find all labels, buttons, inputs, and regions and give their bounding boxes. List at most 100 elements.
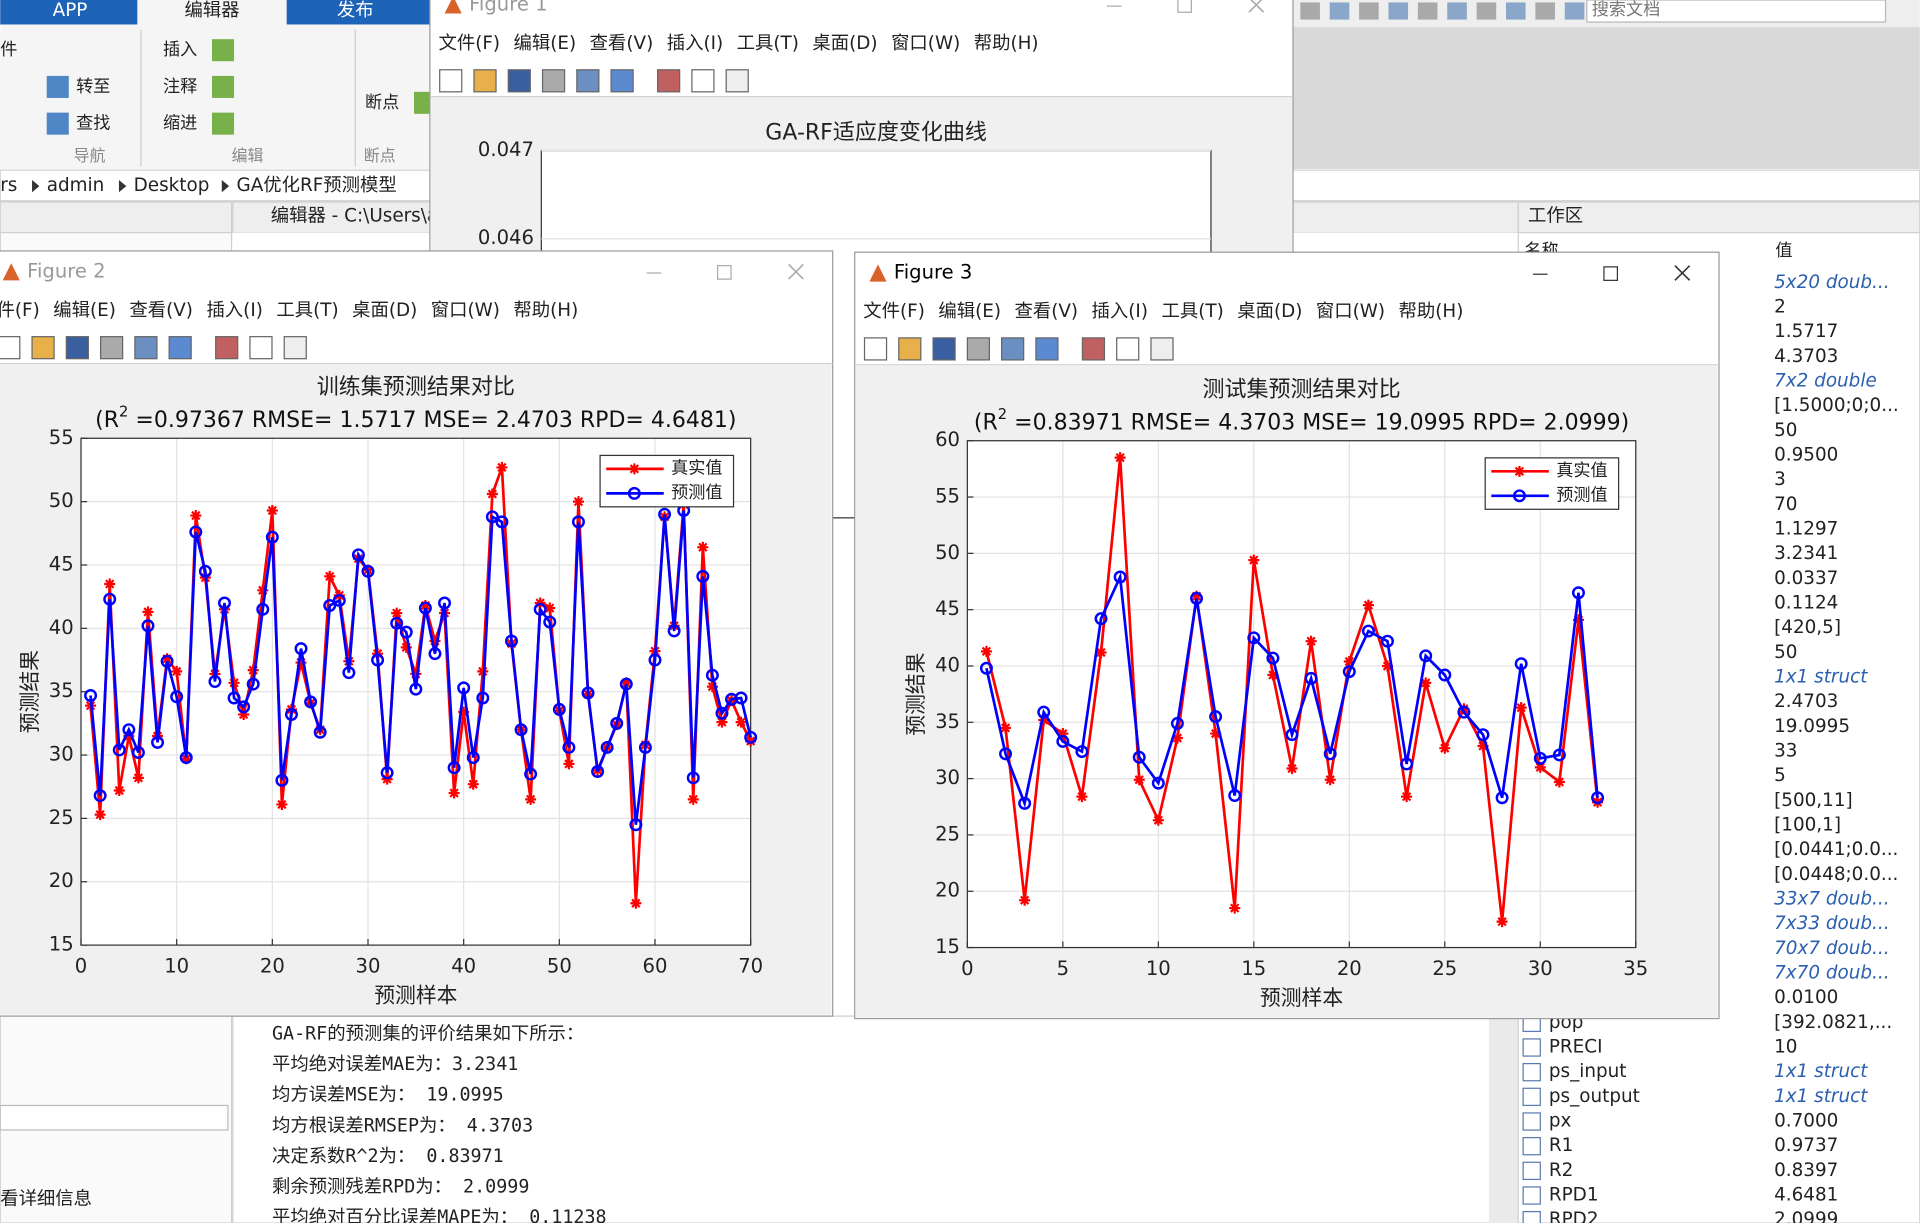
- marker-star: [324, 571, 335, 582]
- window-title: Figure 2: [27, 259, 105, 282]
- menu-item[interactable]: 窗口(W): [891, 33, 960, 54]
- marker-star: [114, 785, 125, 796]
- workspace-value: 1x1 struct: [1774, 1086, 1868, 1107]
- menu-item[interactable]: 帮助(H): [513, 300, 578, 321]
- tool-icon: [1117, 338, 1139, 360]
- command-line: 剩余预测残差RPD为： 2.0999: [272, 1176, 529, 1197]
- menu-item[interactable]: 桌面(D): [352, 300, 417, 321]
- menu-item[interactable]: 编辑(E): [53, 300, 116, 321]
- variable-icon: [1523, 1039, 1540, 1056]
- menu-item[interactable]: 插入(I): [667, 33, 723, 54]
- command-line: 均方根误差RMSEP为： 4.3703: [272, 1115, 533, 1136]
- subtitle-sup: 2: [998, 406, 1007, 423]
- breadcrumb[interactable]: Desktop: [134, 175, 210, 196]
- variable-icon: [1523, 1187, 1540, 1204]
- command-line: 均方误差MSE为： 19.0995: [272, 1085, 504, 1106]
- marker-star: [276, 799, 287, 810]
- menu-item[interactable]: 窗口(W): [431, 300, 500, 321]
- menu-item[interactable]: 帮助(H): [1399, 301, 1464, 322]
- menu-item[interactable]: 查看(V): [129, 300, 193, 321]
- breadcrumb[interactable]: rs: [0, 175, 17, 196]
- y-tick-label: 55: [935, 485, 960, 508]
- ribbon-button[interactable]: 查找: [76, 114, 110, 134]
- workspace-value: 0.9500: [1774, 444, 1838, 465]
- left-header: [0, 202, 231, 233]
- menu-item[interactable]: 窗口(W): [1316, 301, 1385, 322]
- ribbon-button[interactable]: 件: [0, 40, 17, 60]
- ribbon-button[interactable]: 断点: [365, 93, 399, 113]
- menu-item[interactable]: 文件(F): [863, 301, 925, 322]
- tool-icon: [577, 70, 599, 92]
- tool-icon: [865, 338, 887, 360]
- workspace-name[interactable]: px: [1549, 1111, 1572, 1132]
- menu-item[interactable]: 插入(I): [1092, 301, 1148, 322]
- left-panel-text[interactable]: 看详细信息: [0, 1189, 92, 1210]
- menu-item[interactable]: 查看(V): [590, 33, 654, 54]
- marker-star: [468, 779, 479, 790]
- menu-item[interactable]: 文件(F): [438, 33, 500, 54]
- menu-item[interactable]: 桌面(D): [812, 33, 877, 54]
- ribbon-button[interactable]: 插入: [163, 40, 197, 60]
- window-title: Figure 3: [894, 261, 972, 284]
- workspace-name[interactable]: RPD2: [1549, 1209, 1599, 1223]
- ribbon-tab[interactable]: APP: [53, 0, 88, 21]
- marker-star: [688, 794, 699, 805]
- tool-icon: [1036, 338, 1058, 360]
- x-tick-label: 50: [547, 955, 572, 978]
- tool-icon: [658, 70, 680, 92]
- workspace-value: 2.0999: [1774, 1209, 1838, 1223]
- ribbon-button[interactable]: 注释: [163, 77, 197, 97]
- variable-icon: [1523, 1113, 1540, 1130]
- ribbon-icon: [212, 76, 234, 98]
- toolbar-icon: [1418, 2, 1438, 19]
- toolbar-icon: [1330, 2, 1350, 19]
- ribbon-tab[interactable]: 编辑器: [184, 0, 239, 21]
- workspace-value: 19.0995: [1774, 716, 1850, 737]
- legend-entry: 真实值: [671, 458, 722, 478]
- workspace-name[interactable]: R2: [1549, 1160, 1573, 1181]
- y-tick-label: 55: [49, 426, 74, 449]
- menu-item[interactable]: 查看(V): [1014, 301, 1078, 322]
- y-axis-label: 预测结果: [18, 650, 42, 733]
- marker-star: [267, 505, 278, 516]
- window-title: Figure 1: [469, 0, 547, 15]
- menu-item[interactable]: 工具(T): [737, 33, 799, 54]
- figure-window: Figure 3 文件(F) 编辑(E) 查看(V) 插入(I) 工具(T) 桌面(D) 窗口…: [855, 252, 1719, 1018]
- menu-item[interactable]: 插入(I): [206, 300, 262, 321]
- tool-icon: [169, 337, 191, 359]
- workspace-value: 7x33 doub...: [1774, 913, 1889, 934]
- menu-item[interactable]: 帮助(H): [974, 33, 1039, 54]
- ribbon-tab[interactable]: 发布: [337, 0, 374, 21]
- y-tick-label: 30: [935, 766, 960, 789]
- menu-item[interactable]: 工具(T): [276, 300, 338, 321]
- menu-item[interactable]: 工具(T): [1161, 301, 1223, 322]
- workspace-value: 10: [1774, 1037, 1797, 1058]
- workspace-title: 工作区: [1528, 206, 1583, 227]
- workspace-value: 2.4703: [1774, 691, 1838, 712]
- workspace-name[interactable]: RPD1: [1549, 1185, 1599, 1206]
- y-tick-label: 15: [935, 935, 960, 958]
- subtitle-prefix: (R: [974, 411, 998, 436]
- tool-icon: [611, 70, 633, 92]
- ribbon-button[interactable]: 转至: [76, 77, 110, 97]
- menu-item[interactable]: 件(F): [0, 300, 40, 321]
- subtitle-sup: 2: [119, 404, 128, 421]
- breadcrumb[interactable]: GA优化RF预测模型: [236, 175, 396, 196]
- menu-item[interactable]: 编辑(E): [938, 301, 1001, 322]
- menu-item[interactable]: 编辑(E): [514, 33, 577, 54]
- x-axis-label: 预测样本: [374, 984, 457, 1008]
- workspace-name[interactable]: ps_input: [1549, 1061, 1627, 1082]
- ribbon-button[interactable]: 缩进: [163, 114, 197, 134]
- workspace-name[interactable]: PRECI: [1549, 1037, 1603, 1058]
- menu-item[interactable]: 桌面(D): [1237, 301, 1302, 322]
- ribbon-section: 编辑: [232, 146, 264, 165]
- y-tick-label: 45: [935, 597, 960, 620]
- x-tick-label: 40: [451, 955, 476, 978]
- x-tick-label: 5: [1057, 957, 1069, 980]
- workspace-name[interactable]: R1: [1549, 1135, 1573, 1156]
- x-tick-label: 10: [164, 955, 189, 978]
- marker-star: [171, 666, 182, 677]
- breadcrumb[interactable]: admin: [47, 175, 105, 196]
- workspace-name[interactable]: ps_output: [1549, 1086, 1640, 1107]
